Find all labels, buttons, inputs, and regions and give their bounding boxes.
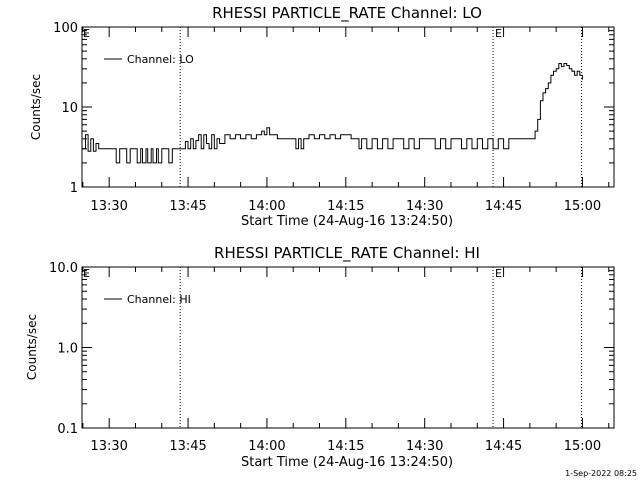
panel-lo-ytick-label: 100 xyxy=(53,21,78,36)
panel-lo-xlabel: Start Time (24-Aug-16 13:24:50) xyxy=(241,214,453,229)
panel-lo-plot-area: 1 10 100 13:30 13:45 14:00 14:15 14:30 14:45 15:0… xyxy=(53,21,615,214)
panel-lo-legend-label: Channel: LO xyxy=(127,53,194,66)
panel-lo-series-line xyxy=(82,63,583,164)
panel-lo-ytick-label: 10 xyxy=(61,101,78,116)
panel-hi-ytick-label: 10.0 xyxy=(49,261,78,276)
panel-hi-ytick-label: 0.1 xyxy=(57,422,78,437)
panel-lo-xtick-label: 13:45 xyxy=(169,199,206,214)
panel-hi-xtick-label: 13:30 xyxy=(90,439,127,454)
panel-lo-xtick-label: 15:00 xyxy=(564,199,601,214)
footer-timestamp: 1-Sep-2022 08:25 xyxy=(565,469,637,478)
panel-hi-xtick-label: 14:00 xyxy=(248,439,285,454)
panel-hi-xtick-label: 14:45 xyxy=(485,439,522,454)
panel-lo-event-marker-label: E xyxy=(495,27,502,40)
panel-lo-xtick-label: 14:45 xyxy=(485,199,522,214)
panel-hi-corner-label: E xyxy=(83,267,90,280)
panel-lo-xtick-label: 14:30 xyxy=(406,199,443,214)
panel-lo-xtick-label: 13:30 xyxy=(90,199,127,214)
panel-hi-xtick-label: 14:30 xyxy=(406,439,443,454)
panel-hi-xtick-label: 15:00 xyxy=(564,439,601,454)
panel-hi-title: RHESSI PARTICLE_RATE Channel: HI xyxy=(214,244,480,263)
panel-hi-plot-area: 0.1 1.0 10.0 13:30 13:45 14:00 14:15 14:30 14:45… xyxy=(49,261,615,454)
panel-lo-corner-label: E xyxy=(83,27,90,40)
panel-hi-xlabel: Start Time (24-Aug-16 13:24:50) xyxy=(241,455,453,470)
panel-lo: RHESSI PARTICLE_RATE Channel: LO Counts/… xyxy=(29,4,615,229)
panel-lo-ylabel: Counts/sec xyxy=(29,74,43,140)
panel-lo-ytick-label: 1 xyxy=(70,181,78,196)
panel-lo-xtick-label: 14:00 xyxy=(248,199,285,214)
panel-hi-legend-label: Channel: HI xyxy=(127,293,191,306)
panel-hi-xtick-label: 14:15 xyxy=(327,439,364,454)
panel-hi: RHESSI PARTICLE_RATE Channel: HI Counts/… xyxy=(25,244,615,470)
panel-hi-ytick-label: 1.0 xyxy=(57,342,78,357)
panel-hi-ylabel: Counts/sec xyxy=(25,314,39,380)
panel-lo-title: RHESSI PARTICLE_RATE Channel: LO xyxy=(212,4,482,23)
panel-hi-xtick-label: 13:45 xyxy=(169,439,206,454)
panel-lo-xtick-label: 14:15 xyxy=(327,199,364,214)
panel-hi-event-marker-label: E xyxy=(495,267,502,280)
